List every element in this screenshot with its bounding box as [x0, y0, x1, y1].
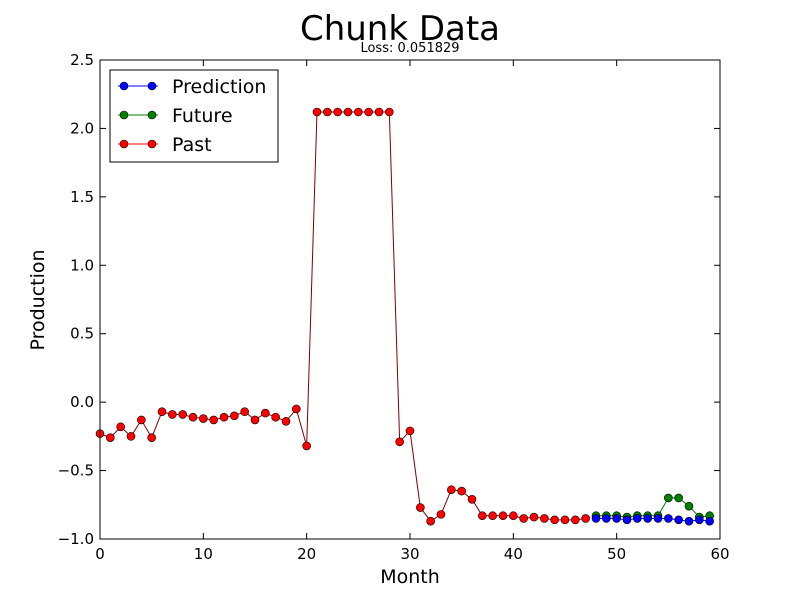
legend-marker-future: [119, 110, 129, 120]
data-point-past: [261, 408, 270, 418]
series-layer: [95, 107, 714, 526]
data-point-past: [457, 486, 466, 496]
data-point-past: [550, 515, 559, 525]
data-point-past: [343, 107, 353, 117]
data-point-past: [281, 417, 291, 426]
data-point-future: [664, 493, 673, 503]
data-point-past: [147, 433, 156, 443]
data-point-prediction: [591, 514, 601, 523]
data-point-future: [684, 501, 694, 511]
data-point-past: [209, 415, 218, 425]
data-point-past: [137, 415, 146, 425]
data-point-past: [219, 412, 229, 422]
data-point-prediction: [653, 514, 663, 523]
data-point-past: [292, 404, 301, 414]
data-point-past: [467, 495, 477, 504]
y-tick-label: 0.0: [70, 393, 94, 411]
x-tick-label: 10: [194, 545, 213, 563]
data-point-past: [385, 107, 394, 117]
data-point-past: [106, 433, 115, 443]
legend-label-prediction: Prediction: [172, 76, 266, 98]
data-point-past: [540, 514, 549, 523]
data-point-past: [478, 511, 487, 521]
legend-marker-past: [119, 139, 129, 149]
data-point-past: [436, 510, 446, 519]
legend-marker-past: [147, 139, 157, 149]
x-tick-label: 40: [504, 545, 523, 563]
x-tick-label: 50: [607, 545, 626, 563]
data-point-past: [447, 485, 456, 495]
y-tick-label: 1.5: [70, 188, 94, 206]
data-point-prediction: [684, 516, 694, 526]
data-point-past: [157, 407, 167, 417]
x-tick-label: 30: [400, 545, 419, 563]
chart-title: Chunk Data: [300, 9, 500, 49]
data-point-past: [560, 515, 570, 525]
legend-label-future: Future: [172, 105, 233, 127]
data-point-past: [116, 422, 125, 432]
data-point-past: [395, 437, 404, 447]
data-point-past: [416, 503, 425, 512]
x-tick-label: 0: [95, 545, 105, 563]
data-point-prediction: [633, 514, 642, 523]
data-point-past: [188, 412, 198, 422]
data-point-past: [364, 107, 373, 117]
legend-marker-prediction: [147, 81, 157, 91]
data-point-prediction: [622, 515, 632, 525]
legend: Prediction Future Past: [109, 69, 279, 163]
data-point-prediction: [695, 515, 704, 525]
chart-subtitle: Loss: 0.051829: [360, 41, 459, 56]
data-point-past: [374, 107, 384, 117]
data-point-prediction: [612, 514, 621, 523]
data-point-past: [126, 432, 136, 441]
data-point-past: [571, 515, 580, 525]
data-point-past: [333, 107, 342, 117]
plot-frame: [99, 59, 721, 540]
data-point-past: [168, 410, 177, 419]
data-point-past: [199, 414, 208, 423]
legend-marker-future: [147, 110, 157, 120]
y-tick-label: 2.5: [70, 51, 94, 69]
data-point-past: [488, 511, 497, 521]
data-point-past: [312, 107, 322, 117]
ticks-layer: 0 10 20 30 40 50 60 −1.0 −0.5 0.0 0.5 1.0 1.5 2.0 2.5: [58, 51, 730, 563]
x-tick-label: 60: [710, 545, 729, 563]
x-axis-label: Month: [380, 566, 440, 588]
y-tick-label: −0.5: [58, 462, 94, 480]
data-point-past: [498, 511, 508, 521]
data-point-past: [178, 410, 187, 419]
data-point-past: [230, 411, 239, 421]
y-tick-label: 1.0: [70, 256, 94, 274]
data-point-past: [519, 514, 528, 523]
data-point-past: [250, 415, 260, 425]
data-point-prediction: [602, 514, 611, 523]
data-point-past: [302, 441, 311, 451]
data-point-past: [529, 512, 539, 522]
y-tick-label: 2.0: [70, 119, 94, 137]
data-point-prediction: [705, 516, 714, 526]
data-point-prediction: [643, 514, 652, 523]
x-tick-label: 20: [297, 545, 316, 563]
legend-box: [109, 69, 279, 163]
data-point-prediction: [664, 514, 673, 523]
data-point-past: [405, 426, 415, 436]
series-line-past: [99, 111, 586, 522]
legend-marker-prediction: [119, 81, 129, 91]
y-tick-label: 0.5: [70, 325, 94, 343]
y-axis-label: Production: [27, 249, 49, 350]
legend-label-past: Past: [172, 134, 212, 156]
data-point-future: [674, 493, 683, 503]
y-tick-label: −1.0: [58, 530, 94, 548]
data-point-prediction: [674, 515, 683, 525]
data-point-past: [581, 514, 590, 523]
data-point-past: [426, 516, 435, 526]
data-point-past: [509, 511, 518, 521]
data-point-past: [323, 107, 332, 117]
data-point-past: [240, 407, 249, 417]
data-point-past: [271, 412, 280, 422]
data-point-past: [354, 107, 363, 117]
